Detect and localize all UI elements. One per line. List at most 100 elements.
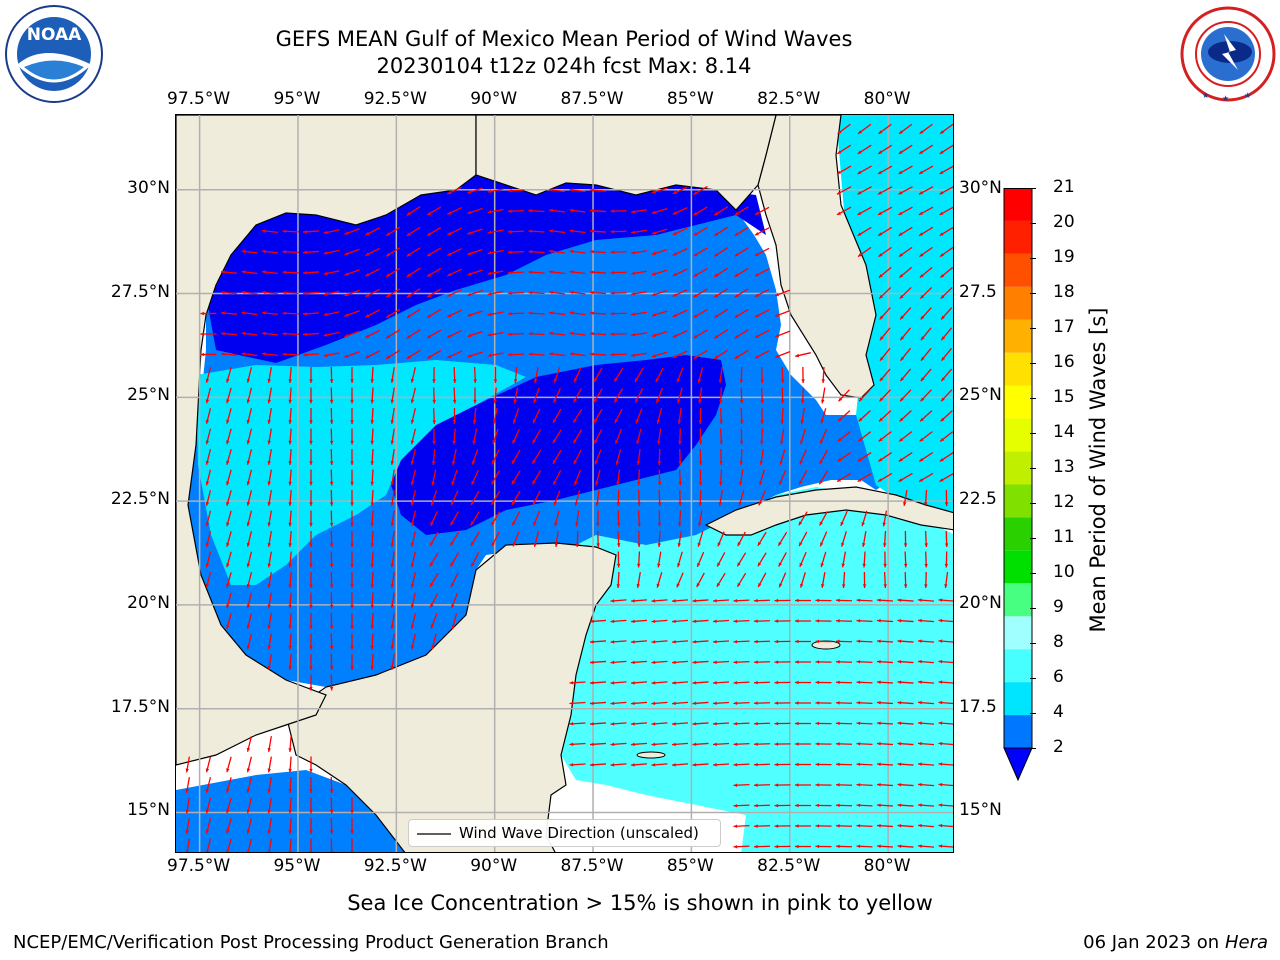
direction-arrow: [938, 680, 953, 684]
direction-arrow: [507, 188, 525, 193]
direction-arrow: [713, 349, 729, 360]
direction-arrow: [713, 329, 729, 339]
colorbar-segment: [1004, 517, 1032, 551]
direction-arrow: [856, 803, 873, 808]
direction-arrow: [696, 551, 705, 568]
direction-arrow: [429, 531, 439, 547]
direction-arrow: [759, 469, 765, 486]
direction-arrow: [698, 469, 703, 486]
direction-arrow: [350, 510, 354, 527]
direction-arrow: [876, 721, 894, 725]
direction-arrow: [507, 291, 525, 295]
direction-arrow: [512, 428, 520, 445]
direction-arrow: [511, 470, 521, 485]
direction-arrow: [288, 592, 292, 609]
direction-arrow: [309, 571, 313, 589]
colorbar-tick-label: 21: [1053, 177, 1075, 197]
direction-arrow: [365, 247, 380, 257]
direction-arrow: [329, 653, 334, 671]
direction-arrow: [719, 469, 723, 486]
direction-arrow: [799, 449, 807, 465]
direction-arrow: [754, 350, 770, 359]
direction-arrow: [302, 312, 320, 316]
direction-arrow: [365, 309, 380, 318]
direction-arrow: [370, 387, 374, 404]
direction-arrow: [876, 598, 894, 602]
direction-arrow: [267, 838, 272, 852]
colorbar-tick-label: 15: [1053, 387, 1075, 407]
direction-arrow: [657, 551, 662, 568]
direction-arrow: [610, 311, 627, 316]
cuba-land: [704, 486, 953, 536]
direction-arrow: [344, 351, 360, 358]
direction-arrow: [631, 332, 647, 337]
direction-arrow: [267, 449, 272, 465]
direction-arrow: [267, 490, 272, 506]
direction-arrow: [532, 510, 541, 527]
axis-tick-label: 22.5°N: [110, 489, 170, 510]
direction-arrow: [614, 428, 623, 445]
direction-arrow: [288, 633, 292, 650]
direction-arrow: [774, 762, 791, 767]
direction-arrow: [835, 598, 853, 603]
direction-arrow: [897, 639, 914, 643]
direction-arrow: [836, 206, 852, 216]
direction-arrow: [288, 817, 292, 835]
direction-arrow: [569, 208, 586, 213]
direction-arrow: [841, 531, 847, 547]
direction-arrow: [226, 449, 232, 465]
direction-arrow: [329, 428, 334, 445]
direction-arrow: [878, 266, 892, 279]
direction-arrow: [733, 742, 750, 746]
direction-arrow: [492, 408, 498, 424]
direction-arrow: [532, 408, 541, 424]
direction-arrow: [220, 331, 238, 336]
direction-arrow: [490, 490, 501, 506]
direction-arrow: [323, 352, 340, 358]
direction-arrow: [309, 633, 313, 650]
legend-label: Wind Wave Direction (unscaled): [459, 824, 699, 842]
direction-arrow: [897, 823, 914, 828]
direction-arrow: [531, 470, 542, 485]
colorbar-tick-label: 16: [1053, 352, 1075, 372]
direction-arrow: [329, 571, 334, 589]
direction-arrow: [835, 742, 853, 746]
direction-arrow: [471, 449, 479, 465]
direction-arrow: [939, 452, 953, 462]
direction-arrow: [719, 448, 723, 466]
direction-arrow: [615, 449, 622, 465]
direction-arrow: [939, 123, 953, 135]
axis-tick-label: 97.5°W: [167, 89, 231, 109]
direction-arrow: [944, 551, 949, 568]
direction-arrow: [800, 408, 805, 424]
direction-arrow: [267, 633, 272, 650]
direction-arrow: [302, 332, 320, 337]
direction-arrow: [677, 387, 683, 404]
colorbar-tick-mark: [1030, 538, 1036, 539]
direction-arrow: [651, 599, 668, 603]
direction-arrow: [370, 366, 374, 384]
direction-arrow: [780, 387, 785, 404]
direction-arrow: [815, 619, 832, 623]
direction-arrow: [487, 229, 504, 235]
direction-arrow: [856, 783, 873, 787]
direction-arrow: [897, 782, 914, 787]
footer-credit: NCEP/EMC/Verification Post Processing Pr…: [13, 932, 609, 953]
direction-arrow: [267, 531, 272, 547]
direction-arrow: [370, 530, 374, 548]
direction-arrow: [246, 756, 253, 773]
direction-arrow: [261, 249, 279, 254]
direction-arrow: [246, 797, 253, 814]
direction-arrow: [350, 387, 354, 404]
direction-arrow: [794, 701, 812, 705]
direction-arrow: [760, 387, 764, 404]
direction-arrow: [819, 511, 828, 526]
colorbar-segment: [1004, 319, 1032, 353]
direction-arrow: [329, 838, 334, 852]
direction-arrow: [569, 352, 586, 357]
direction-arrow: [944, 571, 949, 589]
direction-arrow: [678, 428, 682, 445]
direction-arrow: [344, 269, 360, 276]
direction-arrow: [261, 331, 279, 336]
direction-arrow: [569, 331, 586, 336]
